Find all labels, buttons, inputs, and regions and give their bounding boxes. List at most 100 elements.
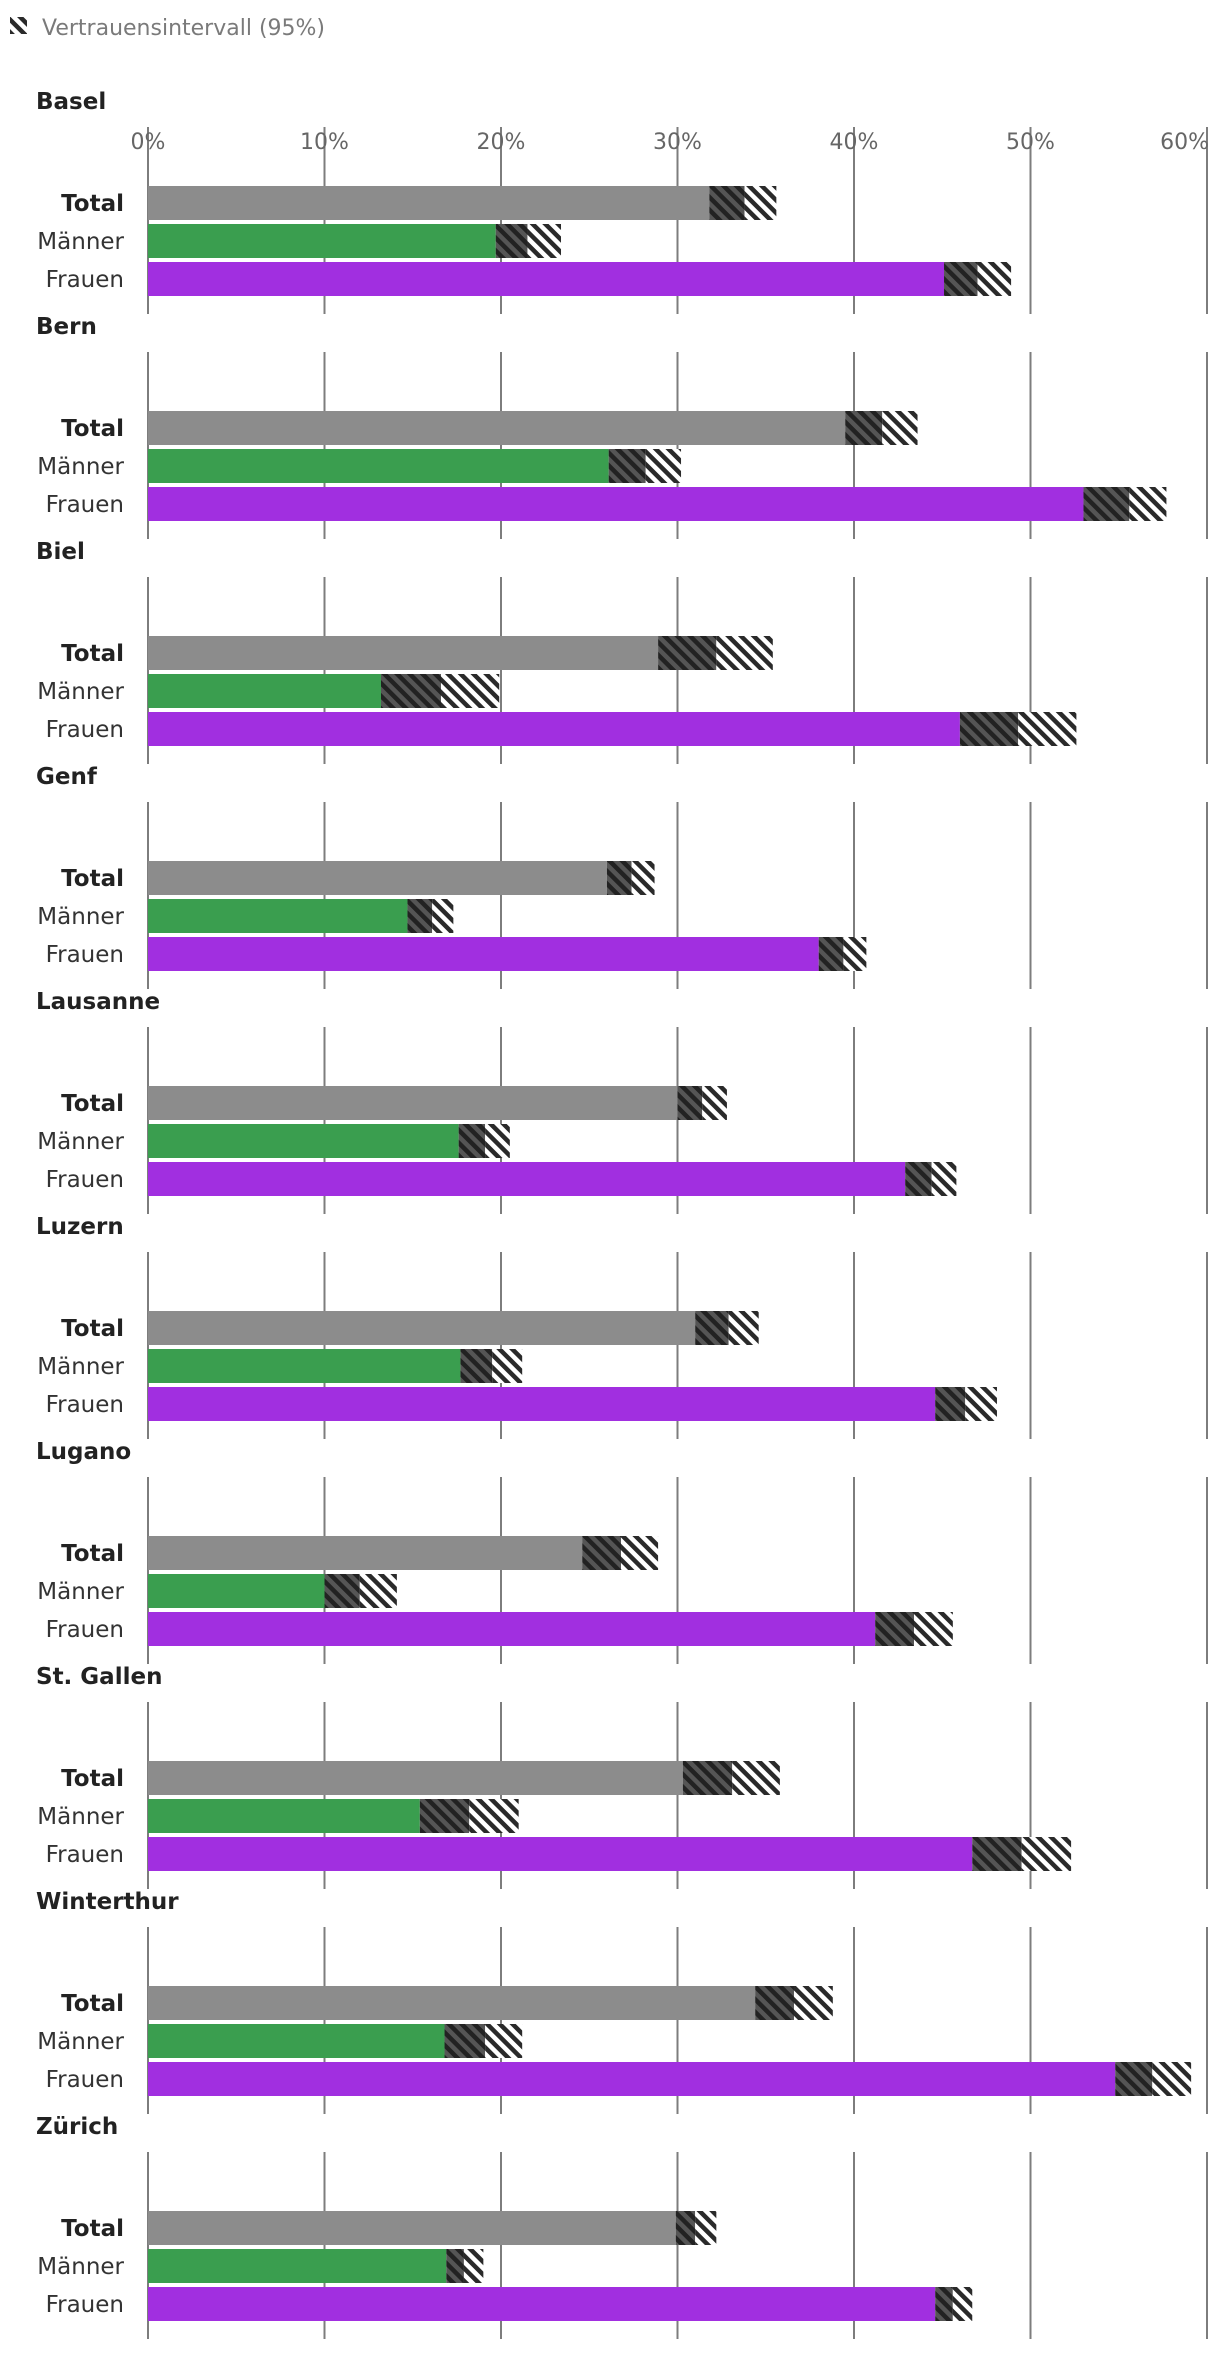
ci-lower: [444, 2024, 486, 2058]
ci-upper: [914, 1612, 953, 1646]
category-label: Total: [61, 1766, 124, 1792]
category-label: Frauen: [46, 267, 124, 293]
ci-lower: [419, 1799, 470, 1833]
ci-lower: [658, 636, 717, 670]
bar-total: [148, 411, 846, 445]
bar-total: [148, 186, 710, 220]
panel-biel: Biel Total Männer Frauen: [36, 539, 1208, 764]
ci-upper: [492, 1349, 523, 1383]
ci-lower: [682, 1761, 733, 1795]
ci-upper: [631, 861, 655, 895]
panel-luzern: Luzern Total Männer Frauen: [36, 1214, 1208, 1439]
category-label: Frauen: [46, 1392, 124, 1418]
ci-lower: [380, 674, 441, 708]
bar-maenner: [148, 899, 408, 933]
category-label: Männer: [37, 1354, 124, 1380]
panel-title: Lausanne: [36, 989, 160, 1015]
category-label: Männer: [37, 2029, 124, 2055]
ci-lower: [935, 2287, 953, 2321]
bar-total: [148, 1986, 756, 2020]
category-label: Total: [61, 1541, 124, 1567]
ci-upper: [732, 1761, 780, 1795]
category-label: Männer: [37, 904, 124, 930]
ci-upper: [359, 1574, 397, 1608]
bar-total: [148, 1086, 678, 1120]
ci-upper: [965, 1387, 997, 1421]
category-label: Frauen: [46, 1842, 124, 1868]
category-label: Frauen: [46, 492, 124, 518]
category-label: Total: [61, 2216, 124, 2242]
ci-upper: [882, 411, 918, 445]
bar-frauen: [148, 712, 960, 746]
panel-title: Bern: [36, 314, 97, 340]
panel-title: Basel: [36, 89, 106, 115]
ci-upper: [744, 186, 777, 220]
panel-winterthur: Winterthur Total Männer Frauen: [36, 1889, 1208, 2114]
ci-upper: [716, 636, 773, 670]
bar-frauen: [148, 2287, 936, 2321]
legend-label: Vertrauensintervall (95%): [42, 16, 325, 41]
category-label: Männer: [37, 1804, 124, 1830]
legend-hatch-icon: [10, 17, 27, 34]
bar-frauen: [148, 487, 1084, 521]
ci-lower: [675, 2211, 696, 2245]
ci-upper: [728, 1311, 759, 1345]
panel-title: Zürich: [36, 2114, 118, 2140]
bar-frauen: [148, 1387, 936, 1421]
panel-title: Winterthur: [36, 1889, 179, 1915]
category-label: Männer: [37, 1129, 124, 1155]
ci-lower: [905, 1162, 932, 1196]
category-label: Total: [61, 866, 124, 892]
x-tick-label: 0%: [131, 130, 166, 155]
category-label: Frauen: [46, 942, 124, 968]
panel-title: Biel: [36, 539, 85, 565]
ci-upper: [977, 262, 1012, 296]
category-label: Männer: [37, 679, 124, 705]
ci-lower: [935, 1387, 966, 1421]
panel-genf: Genf Total Männer Frauen: [36, 764, 1208, 989]
ci-lower: [460, 1349, 493, 1383]
bar-maenner: [148, 1799, 420, 1833]
bar-maenner: [148, 1574, 325, 1608]
bar-total: [148, 1536, 583, 1570]
category-label: Total: [61, 1991, 124, 2017]
category-label: Total: [61, 191, 124, 217]
ci-upper: [440, 674, 500, 708]
ci-lower: [845, 411, 883, 445]
category-label: Total: [61, 1316, 124, 1342]
bar-frauen: [148, 1612, 876, 1646]
ci-upper: [1152, 2062, 1192, 2096]
ci-upper: [702, 1086, 727, 1120]
ci-lower: [709, 186, 745, 220]
category-label: Total: [61, 641, 124, 667]
panel-title: Luzern: [36, 1214, 124, 1240]
x-tick-label: 10%: [300, 130, 349, 155]
bar-maenner: [148, 2249, 447, 2283]
legend: Vertrauensintervall (95%): [10, 16, 325, 41]
ci-lower: [944, 262, 978, 296]
panel-basel: Basel Total Männer Frauen 0% 10% 20% 30% 40% 50% 6…: [36, 89, 1209, 314]
ci-upper: [469, 1799, 519, 1833]
bar-total: [148, 1761, 683, 1795]
bar-maenner: [148, 674, 381, 708]
x-tick-label: 20%: [477, 130, 526, 155]
bar-frauen: [148, 937, 819, 971]
bar-total: [148, 861, 607, 895]
ci-lower: [582, 1536, 622, 1570]
x-tick-label: 30%: [653, 130, 702, 155]
category-label: Total: [61, 1091, 124, 1117]
ci-lower: [1083, 487, 1130, 521]
ci-lower: [677, 1086, 703, 1120]
ci-lower: [959, 712, 1019, 746]
panel-title: Genf: [36, 764, 98, 790]
category-label: Männer: [37, 1579, 124, 1605]
ci-lower: [407, 899, 433, 933]
bar-maenner: [148, 2024, 445, 2058]
ci-upper: [485, 2024, 523, 2058]
ci-lower: [458, 1124, 486, 1158]
bar-total: [148, 1311, 696, 1345]
ci-upper: [432, 899, 454, 933]
ci-lower: [1115, 2062, 1153, 2096]
panel-bern: Bern Total Männer Frauen: [36, 314, 1208, 539]
x-tick-label: 50%: [1006, 130, 1055, 155]
